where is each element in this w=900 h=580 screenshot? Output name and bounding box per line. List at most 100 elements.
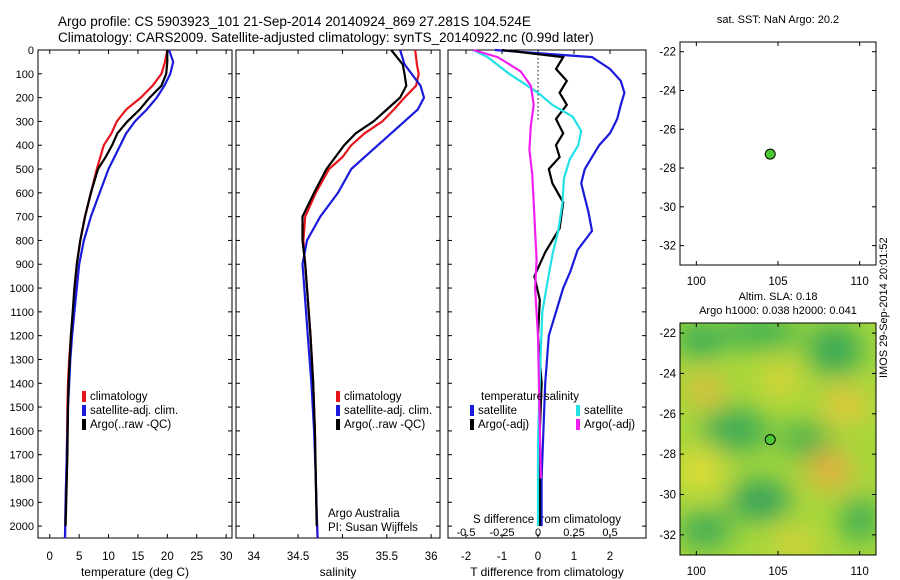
legend-label: Argo(..raw -QC) <box>90 419 171 431</box>
legend-label: satellite <box>584 405 623 417</box>
series-line-argo-raw-qc- <box>64 50 169 527</box>
series-line-satellite-adj-clim- <box>63 49 175 539</box>
s-axis-label: S difference from climatology <box>473 514 621 526</box>
x-tick-label: 34 <box>247 551 260 563</box>
y-tick-label: 1900 <box>10 497 34 509</box>
legend-label: Argo(..raw -QC) <box>344 419 425 431</box>
argo-location-marker <box>764 148 776 160</box>
legend-label: satellite-adj. clim. <box>344 405 432 417</box>
credit-line-1: Argo Australia <box>328 508 400 520</box>
legend-label: satellite-adj. clim. <box>90 405 178 417</box>
y-tick-label: 800 <box>16 235 34 247</box>
legend-swatch <box>82 391 86 402</box>
map-x-tick-label: 110 <box>850 276 868 288</box>
legend-label: Argo(-adj) <box>584 419 635 431</box>
legend-swatch <box>336 405 340 416</box>
map-y-tick-label: -26 <box>659 124 676 136</box>
x-axis-label: salinity <box>320 565 357 579</box>
y-tick-label: 0 <box>28 45 34 57</box>
x-tick-label: 15 <box>132 551 145 563</box>
x-tick-label: 25 <box>190 551 203 563</box>
map-x-tick-label: 100 <box>687 566 706 578</box>
map-y-tick-label: -28 <box>659 163 676 175</box>
x-tick-label: 20 <box>161 551 174 563</box>
map-y-tick-label: -24 <box>659 85 676 97</box>
legend-label: climatology <box>90 391 148 403</box>
y-tick-label: 1000 <box>10 283 34 295</box>
x-tick-label: 1 <box>571 551 577 563</box>
legend-label: satellite <box>478 405 517 417</box>
sst-map-frame <box>679 41 877 266</box>
y-tick-label: 1700 <box>10 450 34 462</box>
legend-swatch <box>82 405 86 416</box>
y-tick-label: 300 <box>16 116 34 128</box>
map-x-tick-label: 110 <box>850 566 868 578</box>
y-tick-label: 600 <box>16 188 34 200</box>
series-line-satellite <box>494 48 626 527</box>
y-tick-label: 1300 <box>10 354 34 366</box>
map-x-tick-label: 105 <box>768 276 787 288</box>
series-line-satellite-adj-clim- <box>301 49 426 539</box>
header-line2: Climatology: CARS2009. Satellite-adjuste… <box>58 30 594 45</box>
y-tick-label: 1400 <box>10 378 34 390</box>
legend-swatch <box>576 419 580 430</box>
x-tick-label: 35.5 <box>376 551 398 563</box>
y-tick-label: 2000 <box>10 521 34 533</box>
x-tick-label: 30 <box>220 551 233 563</box>
x-axis-label: temperature (deg C) <box>81 565 189 579</box>
x-tick-label: 10 <box>102 551 115 563</box>
legend-swatch <box>336 419 340 430</box>
y-tick-label: 1500 <box>10 402 34 414</box>
map-y-tick-label: -32 <box>659 530 676 542</box>
x-tick-label: 35 <box>336 551 349 563</box>
credit-line-2: PI: Susan Wijffels <box>328 522 418 534</box>
series-line-argo-adj- <box>472 48 542 479</box>
x-tick-label: 2 <box>607 551 613 563</box>
legend-label: climatology <box>344 391 402 403</box>
legend-swatch <box>470 405 474 416</box>
s-tick-label: -0.5 <box>457 527 476 539</box>
argo-location-marker <box>764 434 776 446</box>
altimetry-title-2: Argo h1000: 0.038 h2000: 0.041 <box>699 305 857 317</box>
y-tick-label: 1100 <box>10 307 34 319</box>
x-tick-label: 0 <box>47 551 53 563</box>
y-tick-label: 200 <box>16 93 34 105</box>
x-tick-label: 5 <box>76 551 82 563</box>
series-line-argo-raw-qc- <box>301 49 408 527</box>
map-y-tick-label: -30 <box>659 489 676 501</box>
sst-map-title: sat. SST: NaN Argo: 20.2 <box>716 14 840 26</box>
x-tick-label: 0 <box>535 551 541 563</box>
series-line-satellite <box>472 49 583 527</box>
map-y-tick-label: -30 <box>659 202 676 214</box>
map-x-tick-label: 105 <box>768 566 787 578</box>
altimetry-title-1: Altim. SLA: 0.18 <box>738 291 818 303</box>
map-x-tick-label: 100 <box>687 276 706 288</box>
profile-panel-frame <box>447 49 647 539</box>
y-tick-label: 1600 <box>10 426 34 438</box>
x-tick-label: -2 <box>461 551 471 563</box>
x-axis-label: T difference from climatology <box>470 565 624 579</box>
map-y-tick-label: -32 <box>659 241 676 253</box>
s-tick-label: -0.25 <box>489 527 514 539</box>
legend-title-temperature: temperature <box>481 391 543 403</box>
y-tick-label: 1800 <box>10 473 34 485</box>
y-tick-label: 900 <box>16 259 34 271</box>
x-tick-label: 36 <box>425 551 438 563</box>
header-line1: Argo profile: CS 5903923_101 21-Sep-2014… <box>58 14 531 29</box>
s-tick-label: 0.25 <box>563 527 584 539</box>
map-y-tick-label: -24 <box>659 368 676 380</box>
map-y-tick-label: -26 <box>659 409 676 421</box>
legend-label: Argo(-adj) <box>478 419 529 431</box>
profile-panel-frame <box>37 49 233 539</box>
map-y-tick-label: -22 <box>659 47 676 59</box>
map-y-tick-label: -28 <box>659 449 676 461</box>
legend-swatch <box>336 391 340 402</box>
y-tick-label: 100 <box>16 69 34 81</box>
s-tick-label: 0.5 <box>602 527 617 539</box>
s-tick-label: 0 <box>535 527 541 539</box>
series-line-climatology <box>63 49 169 539</box>
y-tick-label: 400 <box>16 140 34 152</box>
legend-swatch <box>470 419 474 430</box>
sla-heatmap <box>680 323 876 555</box>
